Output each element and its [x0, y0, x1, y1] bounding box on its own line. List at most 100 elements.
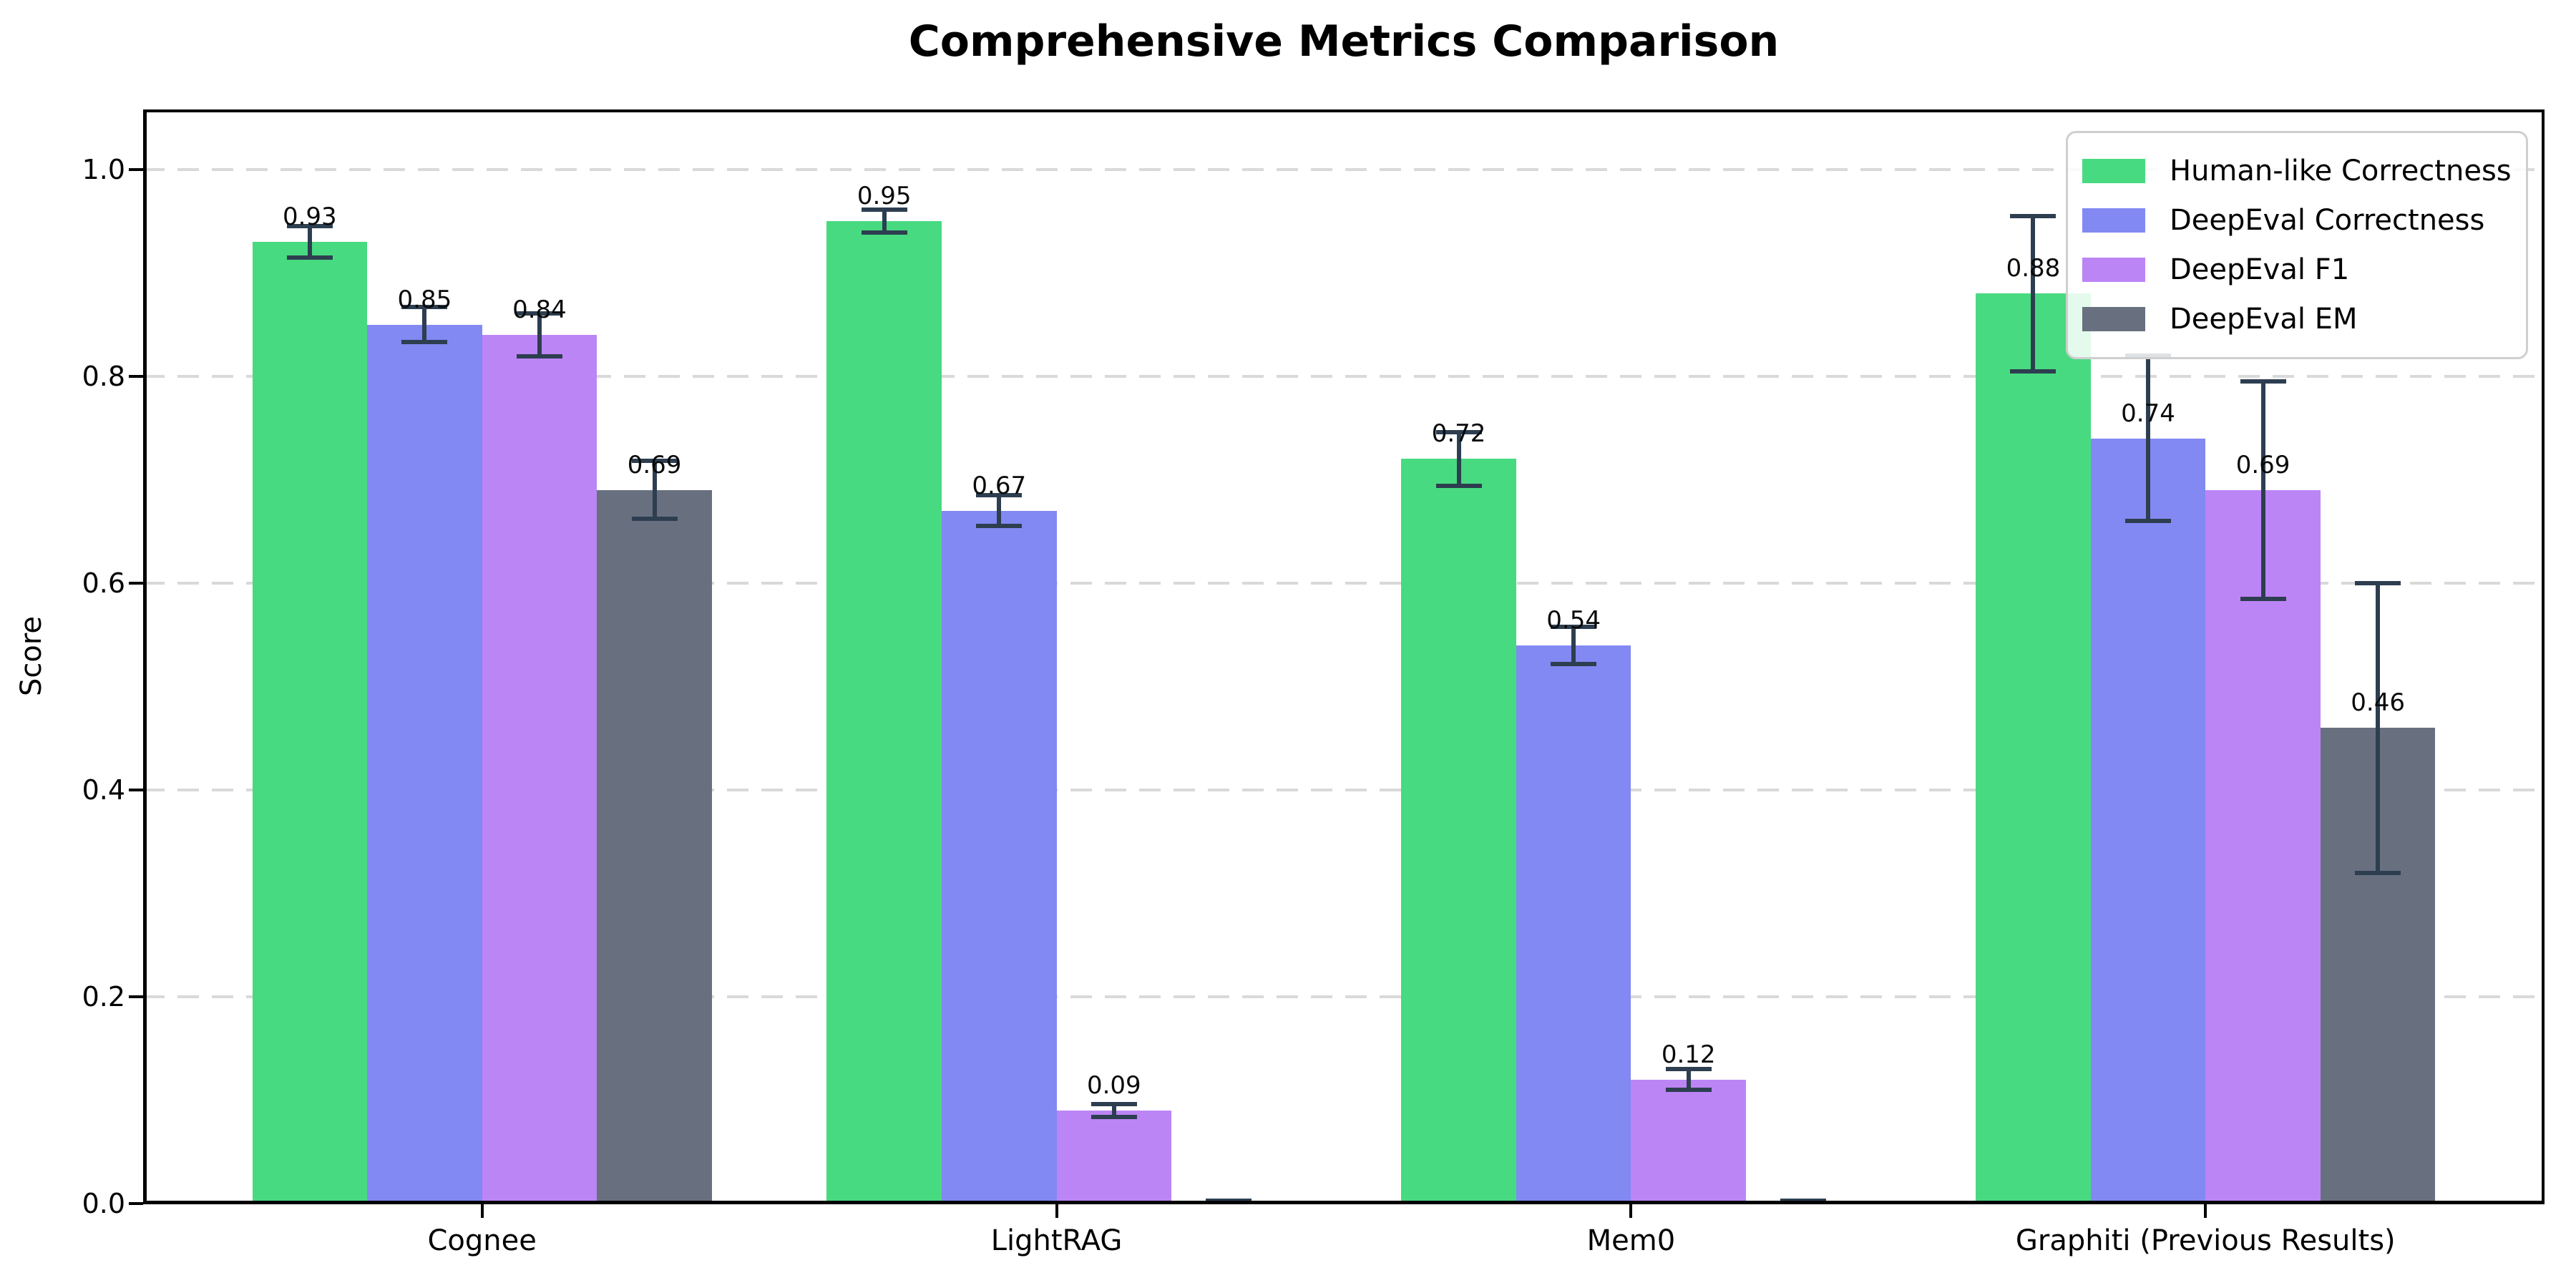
- legend-item: Human-like Correctness: [2068, 155, 2526, 187]
- bar-value-label: 0.95: [857, 182, 912, 211]
- y-tick: [129, 1202, 143, 1205]
- bar: [482, 335, 597, 1204]
- error-bar-cap-bottom: [2125, 519, 2172, 524]
- right-spine: [2542, 109, 2545, 1204]
- y-tick-label: 0.8: [82, 360, 125, 392]
- error-bar-cap-bottom: [976, 524, 1023, 529]
- error-bar: [1571, 626, 1576, 664]
- bar: [1056, 1110, 1172, 1204]
- bar-value-label: 0.54: [1546, 605, 1601, 635]
- error-bar-cap-bottom: [1665, 1088, 1712, 1093]
- y-tick: [129, 788, 143, 791]
- bar-value-label: 0.88: [2006, 254, 2061, 283]
- error-bar: [307, 226, 312, 258]
- bar-value-label: 0.85: [397, 285, 452, 314]
- y-tick-label: 1.0: [82, 153, 125, 185]
- error-bar-cap-top: [1206, 1198, 1252, 1203]
- legend-swatch: [2082, 159, 2145, 183]
- error-bar-cap-bottom: [1551, 661, 1597, 666]
- y-axis-label: Score: [15, 615, 48, 697]
- error-bar: [882, 210, 887, 233]
- y-tick-label: 0.0: [82, 1188, 125, 1219]
- bar-value-label: 0.12: [1661, 1040, 1716, 1069]
- y-tick: [129, 995, 143, 998]
- error-bar-cap-bottom: [2240, 596, 2286, 601]
- error-bar: [2146, 355, 2151, 522]
- error-bar-cap-bottom: [1091, 1114, 1137, 1119]
- x-tick: [2204, 1204, 2207, 1218]
- bar: [1516, 645, 1631, 1204]
- legend-label: DeepEval Correctness: [2170, 204, 2485, 237]
- bar-value-label: 0.84: [512, 296, 567, 325]
- error-bar-cap-bottom: [1435, 484, 1482, 489]
- error-bar-cap-bottom: [861, 230, 907, 235]
- y-tick: [129, 581, 143, 585]
- error-bar-cap-top: [2010, 213, 2057, 218]
- error-bar-cap-bottom: [2355, 870, 2401, 875]
- legend-swatch: [2082, 307, 2145, 331]
- error-bar-cap-bottom: [401, 340, 448, 345]
- error-bar: [1111, 1104, 1116, 1117]
- bar: [1401, 459, 1516, 1204]
- bar-value-label: 0.74: [2121, 399, 2175, 428]
- error-bar-cap-top: [2240, 379, 2286, 384]
- gridline: [143, 581, 2545, 585]
- error-bar-cap-bottom: [516, 354, 562, 359]
- error-bar-cap-top: [1091, 1102, 1137, 1107]
- error-bar: [652, 461, 657, 519]
- x-tick-label: LightRAG: [990, 1224, 1123, 1257]
- x-tick: [1055, 1204, 1058, 1218]
- legend-label: DeepEval EM: [2170, 303, 2358, 336]
- bar: [2090, 438, 2206, 1204]
- y-tick-label: 0.2: [82, 980, 125, 1013]
- error-bar: [2376, 582, 2381, 873]
- error-bar-cap-top: [286, 224, 333, 229]
- y-tick: [129, 167, 143, 171]
- gridline: [143, 788, 2545, 791]
- x-tick-label: Graphiti (Previous Results): [2015, 1224, 2396, 1257]
- error-bar-cap-top: [2355, 580, 2401, 585]
- error-bar: [1456, 431, 1461, 487]
- bottom-spine: [143, 1201, 2545, 1204]
- error-bar-cap-top: [631, 459, 678, 464]
- gridline: [143, 995, 2545, 998]
- bar: [1631, 1079, 1746, 1204]
- chart-title: Comprehensive Metrics Comparison: [908, 16, 1780, 67]
- gridline: [143, 167, 2545, 171]
- bar: [941, 510, 1057, 1204]
- y-tick-label: 0.6: [82, 567, 125, 599]
- error-bar-cap-top: [401, 305, 448, 310]
- bar: [252, 241, 368, 1204]
- left-spine: [143, 109, 147, 1204]
- bar-value-label: 0.67: [972, 471, 1027, 500]
- x-tick: [1629, 1204, 1633, 1218]
- bar-value-label: 0.46: [2351, 688, 2405, 718]
- legend-label: DeepEval F1: [2170, 253, 2350, 286]
- x-tick-label: Mem0: [1586, 1224, 1676, 1257]
- legend-item: DeepEval F1: [2068, 254, 2526, 286]
- gridline: [143, 374, 2545, 378]
- bar-value-label: 0.69: [2235, 450, 2290, 479]
- bar-value-label: 0.69: [627, 450, 682, 479]
- bar: [1976, 293, 2091, 1204]
- error-bar: [537, 313, 542, 357]
- bar: [2205, 489, 2321, 1204]
- bar: [367, 324, 482, 1204]
- x-tick: [480, 1204, 484, 1218]
- error-bar-cap-bottom: [2010, 369, 2057, 374]
- bar-value-label: 0.93: [282, 202, 337, 231]
- error-bar-cap-top: [1780, 1198, 1827, 1203]
- legend-item: DeepEval Correctness: [2068, 205, 2526, 236]
- error-bar-cap-top: [861, 208, 907, 213]
- error-bar-cap-top: [976, 493, 1023, 498]
- error-bar: [422, 307, 427, 343]
- y-tick-label: 0.4: [82, 774, 125, 806]
- error-bar-cap-top: [1665, 1067, 1712, 1072]
- error-bar-cap-bottom: [631, 517, 678, 522]
- bar-value-label: 0.72: [1431, 419, 1486, 449]
- error-bar: [2260, 381, 2265, 599]
- legend-item: DeepEval EM: [2068, 303, 2526, 335]
- error-bar-cap-top: [1435, 429, 1482, 434]
- y-tick: [129, 374, 143, 378]
